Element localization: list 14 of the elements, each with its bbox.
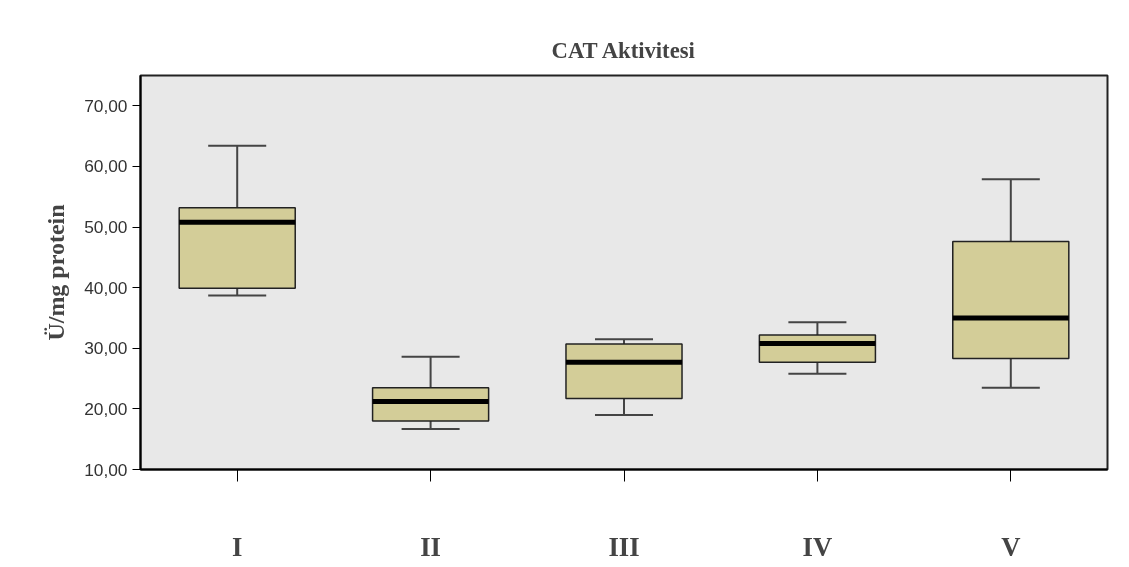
y-tick-label: 70,00 <box>84 95 128 116</box>
x-tick-label: III <box>608 531 640 562</box>
y-tick-label: 20,00 <box>84 398 128 419</box>
y-tick-label: 60,00 <box>84 156 128 177</box>
x-tick-label: I <box>232 531 243 562</box>
x-tick-label: IV <box>802 531 833 562</box>
x-tick-label: V <box>1001 531 1021 562</box>
y-tick-label: 30,00 <box>84 338 128 359</box>
x-tick-label: II <box>420 531 441 562</box>
y-tick-label: 50,00 <box>84 217 128 238</box>
y-axis-title: Ü/mg protein <box>43 204 70 341</box>
y-tick-label: 40,00 <box>84 277 128 298</box>
y-tick-label: 10,00 <box>84 459 128 480</box>
chart-title: CAT Aktivitesi <box>551 38 695 63</box>
